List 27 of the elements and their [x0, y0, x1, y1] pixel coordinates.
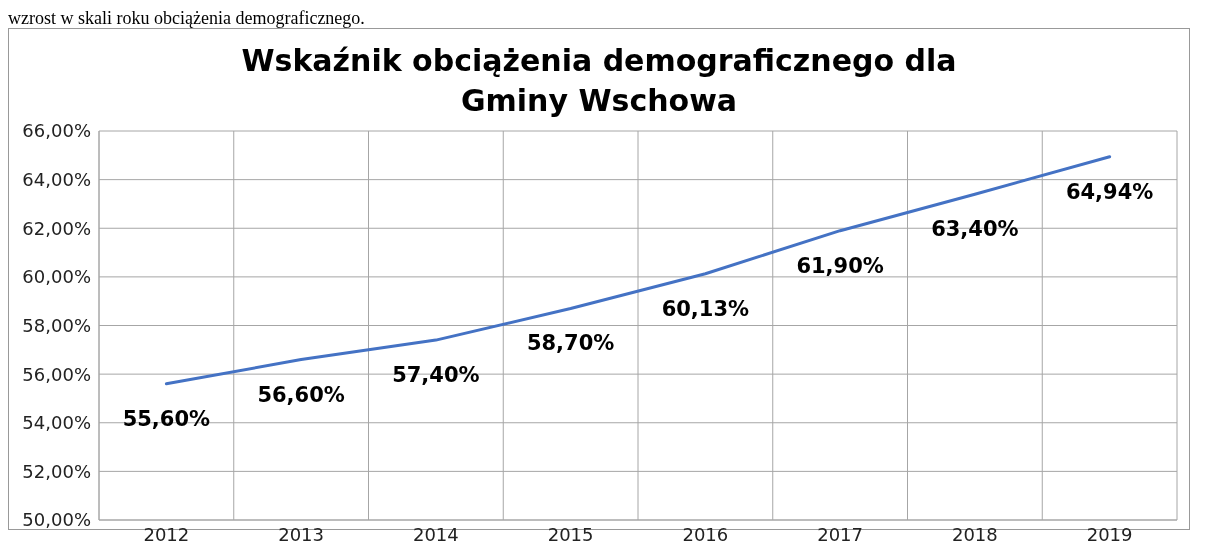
- data-label: 56,60%: [257, 382, 345, 407]
- y-tick-label: 66,00%: [22, 120, 91, 142]
- y-tick-label: 50,00%: [22, 509, 91, 531]
- x-tick-label: 2016: [682, 523, 729, 545]
- data-label: 57,40%: [392, 363, 480, 388]
- data-label: 60,13%: [661, 296, 750, 321]
- text: wzrost w skali roku obciążenia demograficznego.: [8, 8, 366, 28]
- data-label: 64,94%: [1065, 179, 1154, 204]
- x-tick-label: 2012: [143, 523, 190, 545]
- x-tick-label: 2013: [278, 523, 325, 545]
- data-label: 61,90%: [796, 253, 884, 278]
- data-label: 58,70%: [526, 331, 615, 356]
- x-tick-label: 2017: [817, 523, 864, 545]
- y-tick-label: 64,00%: [22, 169, 91, 191]
- x-tick-label: 2014: [412, 523, 459, 545]
- y-tick-label: 52,00%: [22, 460, 91, 482]
- x-tick-label: 2018: [951, 523, 998, 545]
- y-tick-label: 54,00%: [22, 412, 91, 434]
- y-tick-label: 60,00%: [22, 266, 91, 288]
- x-tick-label: 2015: [547, 523, 594, 545]
- y-tick-label: 58,00%: [22, 314, 91, 336]
- data-label: 63,40%: [931, 217, 1019, 242]
- y-tick-label: 56,00%: [22, 363, 91, 385]
- data-label: 55,60%: [122, 406, 211, 431]
- y-tick-label: 62,00%: [22, 217, 91, 239]
- x-tick-label: 2019: [1086, 523, 1133, 545]
- chart-title: Wskaźnik obciążenia demograficznego dla Gminy Wschowa: [240, 42, 958, 120]
